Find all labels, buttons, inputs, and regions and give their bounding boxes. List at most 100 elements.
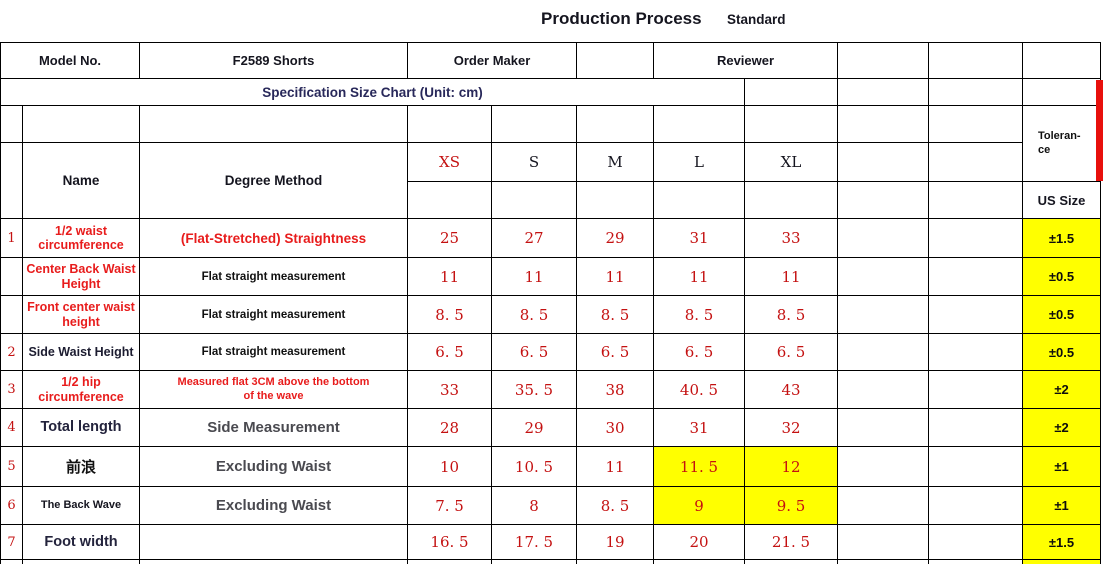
size-value-cell-highlighted: 9. 5 [745,487,838,525]
tolerance-value-cell: ±0.5 [1023,258,1101,296]
size-value-cell: 8. 5 [492,296,577,334]
empty-cell [929,43,1023,79]
row-name-cell: Foot width [23,525,140,560]
empty-cell [577,43,654,79]
empty-cell [929,560,1023,564]
empty-cell [838,296,929,334]
empty-cell [838,409,929,447]
size-header-s: S [492,143,577,182]
empty-cell [140,106,408,143]
row-number-cell [1,258,23,296]
size-header-l: L [654,143,745,182]
degree-method-cell: Flat straight measurement [140,334,408,371]
title-bar: Production Process Standard [0,0,1103,42]
size-value-cell: 19 [577,525,654,560]
empty-cell [838,371,929,409]
row-number-cell [1,296,23,334]
row-name-cell: 1/2 hip circumference [23,371,140,409]
size-value-cell: 43 [745,371,838,409]
empty-cell-highlighted [1023,560,1101,564]
size-value-cell: 8. 5 [654,296,745,334]
row-name-cell: 1/2 waist circumference [23,219,140,258]
empty-cell [492,182,577,219]
size-value-cell: 33 [408,371,492,409]
order-maker-cell: Order Maker [408,43,577,79]
size-header-m: M [577,143,654,182]
empty-cell [929,219,1023,258]
empty-cell [929,296,1023,334]
empty-cell [745,182,838,219]
size-value-cell-highlighted: 9 [654,487,745,525]
empty-cell [745,560,838,564]
size-value-cell: 6. 5 [577,334,654,371]
empty-cell [1023,79,1101,106]
tolerance-value-cell: ±1.5 [1023,525,1101,560]
row-name-cell: 前浪 [23,447,140,487]
empty-cell [577,182,654,219]
tolerance-value-cell: ±0.5 [1023,296,1101,334]
size-value-cell: 21. 5 [745,525,838,560]
empty-cell [492,560,577,564]
size-value-cell: 33 [745,219,838,258]
size-value-cell: 10 [408,447,492,487]
reviewer-cell: Reviewer [654,43,838,79]
size-value-cell: 6. 5 [745,334,838,371]
row-name-cell: Side Waist Height [23,334,140,371]
tolerance-value-cell: ±1.5 [1023,219,1101,258]
empty-cell [838,258,929,296]
empty-cell [838,487,929,525]
model-no-value-cell: F2589 Shorts [140,43,408,79]
empty-cell [408,106,492,143]
row-number-cell: 7 [1,525,23,560]
empty-cell [1,143,23,219]
size-value-cell: 35. 5 [492,371,577,409]
row-number-cell: 1 [1,219,23,258]
empty-cell [1,106,23,143]
row-number-cell: 4 [1,409,23,447]
size-value-cell: 27 [492,219,577,258]
empty-cell [929,525,1023,560]
page-title: Production Process [541,9,702,28]
size-value-cell: 8. 5 [577,296,654,334]
empty-cell [929,487,1023,525]
tolerance-value-cell: ±1 [1023,447,1101,487]
empty-cell [408,182,492,219]
degree-method-text: Measured flat 3CM above the bottom of th… [177,375,370,402]
empty-cell [654,106,745,143]
row-name-cell: Total length [23,409,140,447]
size-value-cell: 6. 5 [654,334,745,371]
row-name-cell: Front center waist height [23,296,140,334]
size-value-cell: 29 [577,219,654,258]
empty-cell [492,106,577,143]
red-accent-bar [1096,80,1103,181]
empty-cell [1,560,23,564]
size-value-cell: 28 [408,409,492,447]
degree-method-cell [140,525,408,560]
row-number-cell: 2 [1,334,23,371]
empty-cell [577,106,654,143]
size-value-cell: 25 [408,219,492,258]
degree-method-cell: Flat straight measurement [140,296,408,334]
row-number-cell: 5 [1,447,23,487]
degree-method-header-cell: Degree Method [140,143,408,219]
empty-cell [408,560,492,564]
row-name-cell: The Back Wave [23,487,140,525]
size-value-cell: 20 [654,525,745,560]
empty-cell [929,334,1023,371]
size-value-cell: 10. 5 [492,447,577,487]
empty-cell [929,371,1023,409]
empty-cell [929,143,1023,182]
empty-cell [23,106,140,143]
degree-method-cell: (Flat-Stretched) Straightness [140,219,408,258]
empty-cell [745,79,838,106]
size-value-cell: 11 [577,447,654,487]
size-value-cell: 11 [408,258,492,296]
empty-cell [838,79,929,106]
size-value-cell: 11 [492,258,577,296]
row-name-cell: Center Back Waist Height [23,258,140,296]
empty-cell [838,106,929,143]
model-no-label-cell: Model No. [1,43,140,79]
size-value-cell: 6. 5 [408,334,492,371]
size-value-cell: 11 [654,258,745,296]
